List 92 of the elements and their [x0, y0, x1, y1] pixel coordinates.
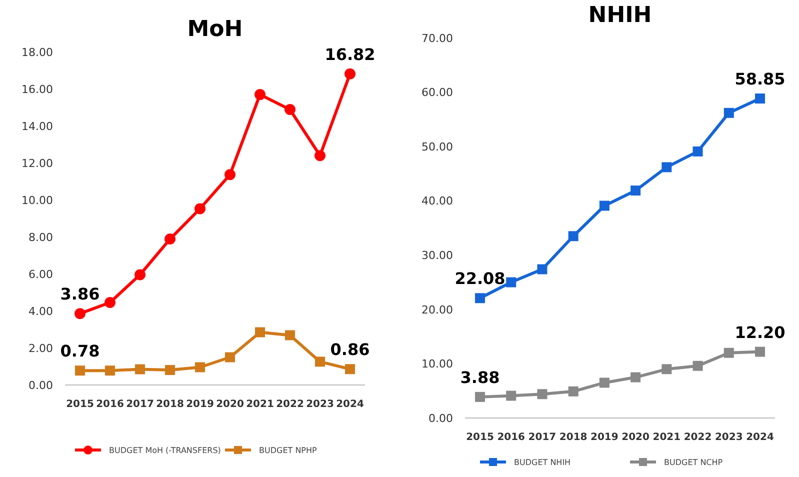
point	[284, 104, 296, 116]
x-tick-label: 2022	[276, 399, 304, 410]
y-tick-label: 4.00	[28, 304, 53, 318]
point	[475, 293, 485, 304]
point	[134, 269, 146, 280]
data-label: 3.86	[60, 284, 100, 304]
point	[344, 68, 356, 80]
y-tick-label: 30.00	[422, 248, 453, 262]
y-tick-label: 2.00	[28, 342, 53, 355]
x-tick-label: 2022	[684, 432, 712, 443]
point	[194, 203, 206, 214]
point	[537, 389, 548, 400]
x-tick-label: 2018	[156, 399, 184, 410]
y-tick-label: 0.00	[28, 378, 53, 392]
y-tick-label: 0.00	[428, 412, 453, 425]
point	[475, 392, 485, 402]
point	[755, 94, 765, 104]
y-tick-label: 50.00	[422, 140, 453, 154]
y-tick-label: 10.00	[22, 194, 53, 207]
legend-label: BUDGET NPHP	[259, 446, 318, 455]
point	[135, 364, 145, 374]
x-tick-label: 2023	[306, 399, 334, 410]
x-tick-label: 2019	[590, 432, 618, 443]
point	[630, 186, 641, 196]
y-tick-label: 18.00	[22, 46, 53, 59]
point	[104, 296, 116, 308]
y-tick-label: 16.00	[22, 82, 53, 96]
point	[692, 146, 703, 156]
data-label: 3.88	[460, 368, 500, 387]
data-label: 0.86	[330, 340, 370, 360]
data-label: 16.82	[324, 44, 376, 64]
x-tick-label: 2021	[652, 432, 681, 443]
y-tick-label: 8.00	[28, 230, 53, 244]
point	[315, 356, 325, 367]
y-tick-label: 70.00	[422, 32, 453, 45]
x-tick-label: 2024	[746, 432, 774, 443]
x-tick-label: 2015	[466, 432, 494, 443]
x-tick-label: 2015	[66, 399, 94, 410]
point	[506, 390, 516, 401]
point	[537, 264, 548, 274]
point	[662, 364, 672, 374]
data-label: 22.08	[454, 269, 506, 288]
point	[345, 364, 355, 374]
point	[662, 162, 672, 172]
data-label: 12.20	[734, 322, 786, 342]
x-tick-label: 2023	[714, 432, 743, 443]
data-label: 0.78	[60, 342, 100, 361]
legend-label: BUDGET MoH (-TRANSFERS)	[109, 446, 221, 455]
point	[75, 366, 85, 376]
point	[255, 327, 265, 338]
x-tick-label: 2020	[622, 432, 650, 443]
point	[74, 308, 86, 320]
x-tick-label: 2024	[336, 399, 364, 410]
y-tick-label: 14.00	[22, 120, 53, 133]
point	[568, 231, 578, 242]
y-tick-label: 40.00	[422, 194, 453, 208]
x-tick-label: 2020	[216, 399, 244, 410]
point	[314, 150, 326, 162]
point	[599, 200, 610, 211]
point	[724, 348, 734, 358]
y-tick-label: 12.00	[22, 156, 53, 170]
point	[195, 362, 205, 372]
point	[568, 386, 578, 396]
x-tick-label: 2017	[126, 399, 154, 410]
x-tick-label: 2016	[497, 432, 526, 443]
x-tick-label: 2016	[96, 399, 124, 410]
data-label: 58.85	[734, 70, 786, 89]
point	[599, 378, 610, 388]
point	[224, 169, 236, 180]
legend-label: BUDGET NHIH	[514, 458, 571, 467]
chart-title: NHIH	[588, 3, 652, 28]
legend-label: BUDGET NCHP	[664, 458, 723, 467]
y-tick-label: 10.00	[422, 358, 453, 371]
y-tick-label: 6.00	[28, 268, 53, 281]
x-tick-label: 2017	[528, 432, 556, 443]
y-tick-label: 20.00	[422, 303, 453, 316]
point	[630, 372, 641, 382]
x-tick-label: 2021	[246, 399, 274, 410]
point	[285, 330, 295, 340]
point	[225, 352, 235, 362]
point	[254, 89, 266, 100]
chart-title: MoH	[187, 17, 243, 42]
point	[506, 277, 516, 288]
x-tick-label: 2019	[186, 399, 214, 410]
point	[755, 346, 765, 357]
point	[164, 234, 176, 245]
point	[692, 360, 703, 371]
point	[165, 365, 175, 376]
point	[724, 108, 734, 118]
y-tick-label: 60.00	[422, 86, 453, 100]
x-tick-label: 2018	[559, 432, 588, 443]
point	[105, 366, 115, 376]
